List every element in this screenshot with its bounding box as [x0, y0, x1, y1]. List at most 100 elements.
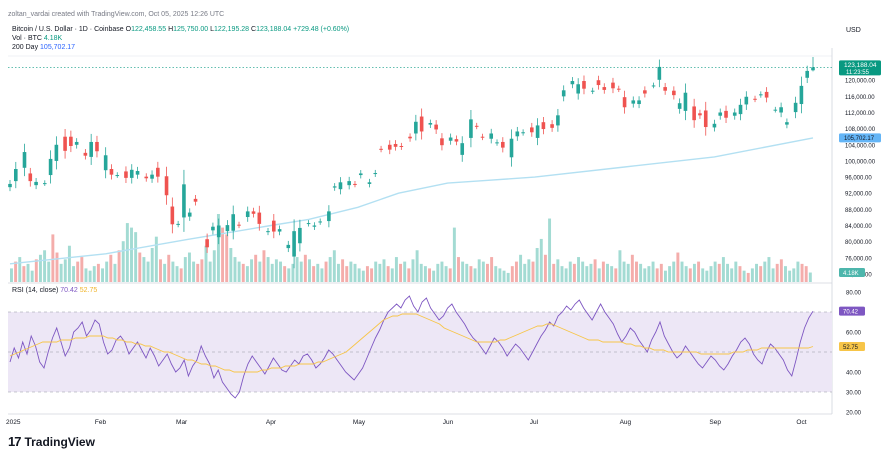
candle-body: [63, 136, 67, 151]
candle-body: [89, 141, 93, 157]
volume-bar: [279, 261, 282, 282]
candle-body: [556, 115, 560, 126]
volume-bar: [274, 259, 278, 282]
volume-bar: [258, 261, 262, 282]
volume-bar: [494, 266, 498, 282]
volume-bar: [221, 227, 225, 282]
candle-body: [469, 119, 473, 138]
candle-body: [347, 181, 351, 186]
candle-body: [590, 90, 595, 92]
candle-body: [576, 84, 580, 94]
volume-bar: [92, 266, 96, 282]
volume-bar: [167, 254, 171, 282]
volume-bar: [606, 263, 609, 282]
ma-label[interactable]: 200 Day: [12, 44, 39, 51]
volume-bar: [697, 261, 701, 282]
rsi-badge-value: 70.42: [843, 309, 859, 315]
volume-bar: [22, 266, 26, 282]
rsi-line: [9, 295, 814, 399]
candle-body: [535, 125, 540, 138]
volume-bar: [18, 257, 22, 282]
volume-bar: [14, 261, 18, 282]
volume-bar: [440, 261, 444, 282]
candle-body: [237, 224, 241, 226]
volume-bar: [130, 227, 133, 282]
candle-body: [231, 214, 236, 231]
volume-bar: [514, 261, 518, 282]
price-tick-label: 104,000.00: [845, 143, 876, 149]
volume-bar: [266, 257, 270, 282]
candle-body: [744, 96, 749, 105]
volume-bar: [38, 254, 42, 282]
volume-bar: [117, 250, 121, 282]
volume-bar: [316, 263, 320, 282]
volume-bar: [668, 266, 672, 282]
volume-bar: [196, 263, 200, 282]
candle-body: [8, 183, 12, 188]
volume-bar: [113, 263, 117, 282]
time-tick-label: Aug: [620, 419, 632, 426]
volume-bar: [378, 263, 382, 282]
price-tick-label: 84,000.00: [845, 224, 872, 230]
candle-body: [182, 184, 186, 218]
volume-bar: [154, 236, 158, 282]
candle-body: [773, 109, 778, 111]
volume-bar: [705, 270, 709, 282]
price-tick-label: 120,000.00: [845, 79, 876, 85]
candle-body: [489, 133, 494, 139]
candle-body: [277, 229, 282, 232]
high-label: H: [168, 26, 174, 33]
volume-bar: [26, 263, 30, 282]
candle-body: [663, 87, 667, 91]
candle-body: [550, 124, 554, 128]
brand-logo[interactable]: 17 TradingView: [8, 434, 95, 449]
volume-bar: [676, 252, 680, 282]
high-value: 125,750.00: [173, 26, 209, 33]
candle-body: [205, 239, 209, 248]
volume-bar: [428, 268, 431, 282]
attribution: zoltan_vardai created with TradingView.c…: [8, 11, 225, 18]
rsi-ma-line: [9, 313, 814, 373]
volume-bar: [552, 263, 556, 282]
volume-bar: [742, 270, 746, 282]
volume-bar: [415, 250, 419, 282]
rsi-label[interactable]: RSI (14, close): [12, 287, 59, 294]
volume-bar: [341, 259, 345, 282]
volume-bar: [80, 257, 84, 282]
volume-bar: [324, 261, 328, 282]
volume-bar: [159, 259, 162, 282]
volume-bar: [717, 263, 721, 282]
time-tick-label: Sep: [709, 419, 721, 426]
volume-bar: [225, 234, 229, 282]
candle-body: [103, 155, 108, 171]
close-label: C: [251, 26, 257, 33]
volume-bar: [312, 266, 316, 282]
volume-bar: [457, 257, 460, 282]
volume-bar: [237, 261, 241, 282]
volume-bar: [295, 257, 299, 282]
volume-bar: [283, 266, 287, 282]
candle-body: [657, 66, 662, 80]
rsi-badge: [839, 306, 865, 316]
candle-body: [753, 98, 757, 100]
candle-body: [703, 110, 708, 128]
price-tick-label: 96,000.00: [845, 176, 872, 182]
candle-body: [225, 225, 230, 232]
symbol-name[interactable]: Bitcoin / U.S. Dollar · 1D · Coinbase: [12, 26, 124, 33]
candle-body: [541, 122, 546, 130]
volume-bar: [738, 266, 742, 282]
open-label: O: [125, 26, 132, 33]
volume-label[interactable]: Vol · BTC: [12, 35, 42, 42]
candle-body: [164, 176, 169, 196]
volume-bar: [556, 259, 560, 282]
last-price-badge-value: 123,188.04: [844, 62, 877, 69]
volume-bar: [55, 252, 59, 282]
candle-body: [312, 225, 317, 227]
candle-body: [759, 94, 763, 96]
volume-bar: [647, 266, 651, 282]
candle-body: [764, 91, 769, 98]
volume-bar: [465, 263, 469, 282]
brand-name: TradingView: [24, 434, 95, 449]
volume-bar: [204, 245, 208, 282]
price-tick-label: 112,000.00: [845, 111, 875, 117]
